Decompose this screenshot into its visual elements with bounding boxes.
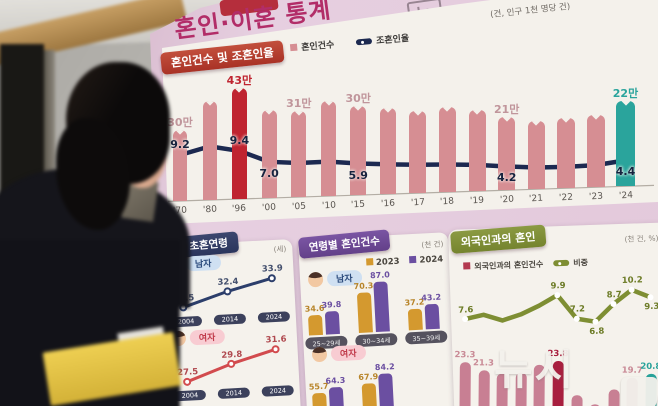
trend-bar [616, 100, 635, 187]
presenter-hair-lock [56, 118, 130, 230]
bar-value-label: 22만 [612, 86, 639, 100]
trend-bar [173, 129, 187, 201]
newsis-logo-mark [620, 377, 658, 406]
trend-bar [291, 111, 307, 198]
bar-value-label: 43만 [226, 74, 253, 88]
bar-value-label: 30만 [167, 115, 193, 129]
trend-bar [527, 121, 546, 190]
rate-value-label: 4.2 [496, 171, 517, 185]
panel-foreign-marriage: 외국인과의 혼인 (천 건, %) 외국인과의 혼인건수 비중 7.6 9.9 7.… [448, 222, 658, 406]
rate-value-label: 4.4 [615, 165, 636, 179]
rate-value-label: 7.0 [259, 166, 279, 180]
rate-value-label: 9.4 [229, 133, 250, 147]
watermark-text: 뉴시스 [494, 345, 576, 394]
trend-bar [350, 105, 367, 196]
marriage-trend-chart: '70'80'96'00'05'10'15'16'17'18'19'20'21 '… [162, 0, 658, 224]
trend-bar [379, 107, 396, 195]
bar-value-label: 21만 [493, 103, 520, 117]
female-age-line-chart: 27.5 29.8 31.6 [169, 335, 294, 397]
trend-bar [202, 101, 217, 200]
newsis-watermark: 뉴시스 [494, 336, 658, 406]
bar-value-label: 30만 [345, 91, 371, 105]
panel-marriage-trend: (건, 인구 1천 명당 건) 혼인건수 조혼인율 '70'80'96'00'0… [162, 0, 658, 224]
rate-value-label: 5.9 [348, 168, 368, 182]
share-line-chart: 7.6 9.9 7.2 6.8 8.7 10.2 9.3 [456, 267, 658, 346]
trend-bar [557, 118, 576, 189]
trend-bar [498, 117, 516, 191]
bar-value-label: 31만 [286, 97, 312, 111]
trend-bar [438, 106, 456, 193]
trend-bar [320, 101, 337, 197]
trend-bar [261, 109, 277, 199]
trend-bar [409, 110, 426, 194]
panel-average-first-marriage-age: 평균 초혼연령 (세) 남자 30.532.433.9 200420142024… [155, 231, 302, 406]
trend-bar [468, 110, 486, 192]
trend-bar [232, 88, 247, 200]
rate-value-label: 9.2 [170, 138, 190, 151]
trend-bar [586, 115, 605, 188]
